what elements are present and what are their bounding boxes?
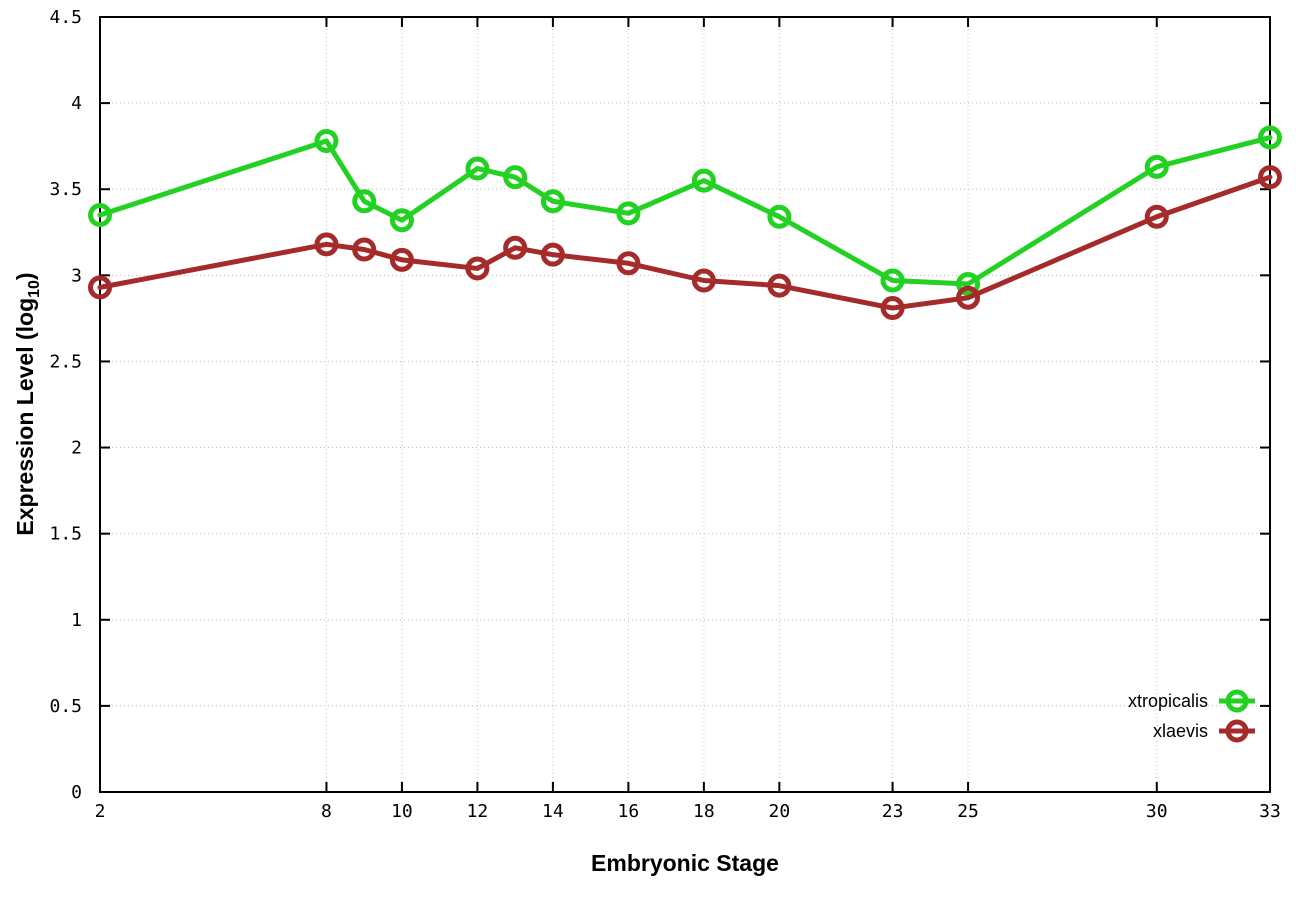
y-tick-label: 2.5 <box>49 351 82 372</box>
legend-label-xlaevis: xlaevis <box>1152 720 1208 741</box>
data-point-xtropicalis <box>691 168 716 193</box>
x-tick-label: 2 <box>95 801 106 822</box>
x-tick-label: 10 <box>391 801 413 822</box>
plot-border <box>99 16 1271 793</box>
y-tick-label: 1.5 <box>49 524 82 545</box>
legend-marker-xtropicalis <box>1219 689 1255 713</box>
data-point-xtropicalis <box>465 156 490 181</box>
data-point-xlaevis <box>465 256 490 281</box>
data-point-xlaevis <box>540 242 565 267</box>
x-tick-label: 16 <box>618 801 640 822</box>
data-point-xlaevis <box>389 247 414 272</box>
data-point-xlaevis <box>88 275 112 300</box>
x-tick-label: 14 <box>542 801 564 822</box>
x-tick-label: 20 <box>769 801 791 822</box>
y-tick-label: 3.5 <box>49 179 82 200</box>
data-point-xlaevis <box>616 251 641 276</box>
series-line-xlaevis <box>97 174 1273 311</box>
x-tick-label: 23 <box>882 801 904 822</box>
y-tick-label: 2 <box>71 438 82 459</box>
x-tick-label: 25 <box>957 801 979 822</box>
data-point-xtropicalis <box>1258 125 1282 150</box>
data-point-xlaevis <box>767 273 792 298</box>
data-point-xtropicalis <box>314 129 339 153</box>
legend-item-xlaevis: xlaevis <box>1153 716 1256 746</box>
data-point-xlaevis <box>352 237 377 262</box>
y-tick-label: 1 <box>71 610 82 631</box>
data-point-xtropicalis <box>956 271 981 296</box>
data-point-xtropicalis <box>616 201 641 226</box>
data-point-xtropicalis <box>1144 154 1169 179</box>
y-tick-label: 4 <box>71 93 82 114</box>
y-axis-title: Expression Level (log10) <box>12 272 44 535</box>
x-tick-label: 12 <box>467 801 489 822</box>
data-point-xtropicalis <box>88 203 112 228</box>
x-tick-label: 33 <box>1259 801 1281 822</box>
legend-item-xtropicalis: xtropicalis <box>1128 686 1256 716</box>
data-point-xtropicalis <box>767 204 792 229</box>
legend: xtropicalis xlaevis <box>1128 686 1256 746</box>
series-line-xtropicalis <box>97 135 1273 287</box>
data-point-xlaevis <box>1258 165 1282 190</box>
x-tick-label: 18 <box>693 801 715 822</box>
legend-label-xtropicalis: xtropicalis <box>1127 690 1208 711</box>
y-axis-title-text: Expression Level (log <box>12 297 38 536</box>
y-tick-label: 0.5 <box>49 696 82 717</box>
x-tick-label: 8 <box>321 801 332 822</box>
y-axis-title-subscript: 10 <box>26 280 43 298</box>
x-tick-label: 30 <box>1146 801 1168 822</box>
data-point-xlaevis <box>503 235 528 260</box>
data-point-xtropicalis <box>352 189 377 214</box>
data-point-xtropicalis <box>389 208 414 233</box>
data-point-xtropicalis <box>880 268 905 293</box>
data-point-xlaevis <box>314 232 339 257</box>
y-tick-label: 3 <box>71 265 82 286</box>
data-point-xlaevis <box>956 285 981 310</box>
data-point-xtropicalis <box>503 165 528 190</box>
x-axis-title: Embryonic Stage <box>591 850 779 876</box>
legend-marker-xlaevis <box>1219 719 1255 743</box>
data-point-xlaevis <box>880 296 905 321</box>
y-tick-label: 0 <box>71 782 82 803</box>
data-point-xlaevis <box>691 268 716 293</box>
y-tick-label: 4.5 <box>49 7 82 28</box>
data-point-xtropicalis <box>540 189 565 214</box>
data-point-xlaevis <box>1144 204 1169 229</box>
y-axis-title-close: ) <box>12 272 38 281</box>
